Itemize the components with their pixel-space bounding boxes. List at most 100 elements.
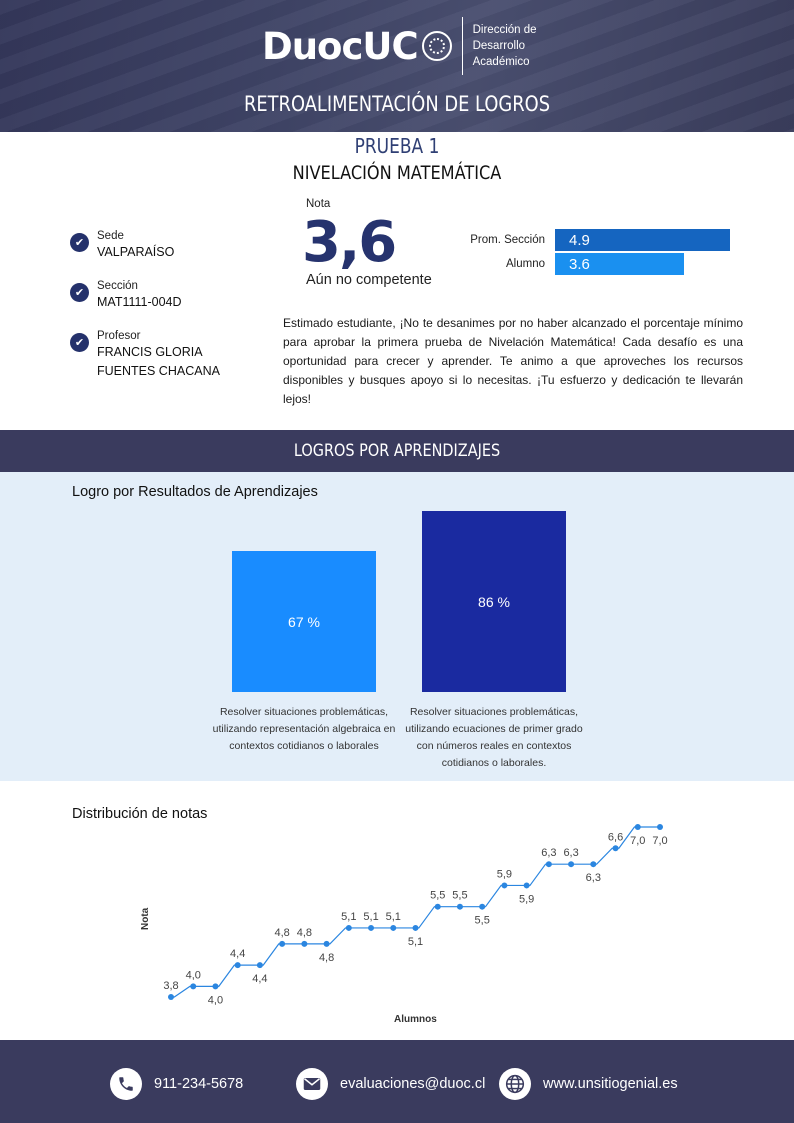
bar-value-label: 67 %: [288, 613, 320, 630]
data-label: 5,9: [497, 868, 512, 880]
data-point: [634, 824, 641, 830]
data-label: 5,5: [430, 890, 445, 902]
data-label: 7,0: [652, 835, 667, 847]
info-label: Sección: [97, 280, 138, 292]
info-seccion: ✔ Sección MAT1111-004D: [70, 279, 247, 312]
data-point: [390, 924, 397, 931]
data-label: 4,8: [274, 927, 289, 939]
data-label: 5,5: [452, 890, 467, 902]
bar-value-label: 86 %: [478, 593, 510, 610]
chart-bar: 67 %: [232, 551, 376, 692]
data-point: [412, 924, 419, 931]
data-label: 4,0: [208, 994, 223, 1006]
grade-value: 3,6: [302, 210, 397, 275]
chart-bar: 86 %: [422, 511, 566, 692]
data-label: 5,1: [386, 911, 401, 923]
data-point: [345, 924, 352, 931]
data-label: 6,3: [563, 847, 578, 859]
contact-phone: 911-234-5678: [110, 1068, 243, 1100]
phone-icon: [110, 1068, 142, 1100]
comparison-label: Alumno: [506, 258, 545, 270]
data-point: [568, 861, 575, 868]
department-line-2: Desarrollo: [472, 40, 526, 52]
globe-icon: [499, 1068, 531, 1100]
contact-text: 911-234-5678: [154, 1076, 244, 1092]
data-point: [168, 994, 174, 1000]
data-point: [657, 824, 663, 830]
department-name: Dirección de Desarrollo Académico: [473, 22, 537, 70]
report-title: RETROALIMENTACIÓN DE LOGROS: [243, 92, 551, 116]
data-point: [434, 903, 441, 910]
logros-subtitle: Logro por Resultados de Aprendizajes: [72, 484, 318, 500]
data-point: [256, 962, 263, 969]
section-title: LOGROS POR APRENDIZAJES: [293, 441, 501, 461]
data-point: [590, 861, 597, 868]
logo-seal-icon: [421, 31, 452, 61]
data-point: [234, 962, 241, 969]
info-sede: ✔ Sede VALPARAÍSO: [70, 229, 247, 262]
bar-category-label: Resolver situaciones problemáticas, util…: [405, 706, 583, 769]
check-circle-icon: ✔: [70, 283, 89, 302]
data-label: 5,1: [408, 936, 423, 948]
section-band: [0, 430, 794, 472]
grade-status: Aún no competente: [306, 272, 432, 288]
grade-label: Nota: [306, 198, 331, 210]
feedback-message: Estimado estudiante, ¡No te desanimes po…: [283, 316, 743, 406]
info-value: FRANCIS GLORIA FUENTES CHACANA: [97, 345, 220, 378]
data-label: 5,9: [519, 893, 534, 905]
check-circle-icon: ✔: [70, 233, 89, 252]
data-label: 5,1: [363, 911, 378, 923]
logros-panel: [0, 472, 794, 781]
distribution-chart: 3,8 4,0 4,0 4,4 4,4 4,8 4,8 4,8 5,1 5,1 5,1 5,1 5,5 5…: [163, 824, 668, 1006]
data-point: [279, 940, 286, 947]
info-profesor: ✔ Profesor FRANCIS GLORIA FUENTES CHACAN…: [70, 329, 247, 381]
page-header: DuocUC Dirección de Desarrollo Académico…: [0, 0, 794, 132]
info-label: Profesor: [97, 330, 141, 342]
data-point: [301, 940, 308, 947]
contact-text: evaluaciones@duoc.cl: [340, 1076, 486, 1092]
data-point: [190, 983, 197, 990]
data-label: 4,8: [297, 927, 312, 939]
data-point: [456, 903, 463, 910]
data-label: 7,0: [630, 835, 645, 847]
duoc-logo: DuocUC Dirección de Desarrollo Académico: [262, 17, 537, 75]
y-axis-title: Nota: [140, 907, 151, 930]
data-point: [323, 940, 330, 947]
info-label: Sede: [97, 230, 124, 242]
contact-email: evaluaciones@duoc.cl: [296, 1068, 485, 1100]
data-point: [501, 882, 508, 889]
logo-wordmark: DuocUC: [262, 24, 419, 68]
data-point: [545, 861, 552, 868]
data-point: [479, 903, 486, 910]
contact-website: www.unsitiogenial.es: [499, 1068, 678, 1100]
data-point: [612, 845, 619, 852]
header-texture: [0, 0, 794, 132]
data-label: 4,8: [319, 952, 334, 964]
mail-icon: [296, 1068, 328, 1100]
comparison-row-student: Alumno 3.6: [0, 253, 794, 275]
check-circle-icon: ✔: [70, 333, 89, 352]
data-label: 4,4: [230, 948, 245, 960]
comparison-row-section: Prom. Sección 4.9: [0, 229, 794, 251]
data-label: 3,8: [163, 980, 178, 992]
comparison-bar: 3.6: [555, 253, 684, 275]
info-value: VALPARAÍSO: [97, 245, 175, 259]
comparison-bar: 4.9: [555, 229, 730, 251]
data-label: 6,6: [608, 831, 623, 843]
x-axis-title: Alumnos: [394, 1014, 437, 1025]
logo-divider: [461, 17, 463, 75]
data-point: [212, 983, 219, 990]
comparison-label: Prom. Sección: [470, 234, 545, 246]
data-label: 5,1: [341, 911, 356, 923]
department-line-3: Académico: [472, 56, 530, 68]
data-label: 4,4: [252, 973, 267, 985]
test-name: NIVELACIÓN MATEMÁTICA: [292, 162, 502, 184]
data-point: [368, 924, 375, 931]
distribution-title: Distribución de notas: [72, 806, 208, 822]
data-label: 6,3: [541, 847, 556, 859]
contact-text: www.unsitiogenial.es: [543, 1076, 678, 1092]
bar-category-label: Resolver situaciones problemáticas, util…: [212, 706, 396, 752]
data-label: 4,0: [186, 969, 201, 981]
data-label: 6,3: [586, 872, 601, 884]
info-value: MAT1111-004D: [97, 295, 182, 309]
